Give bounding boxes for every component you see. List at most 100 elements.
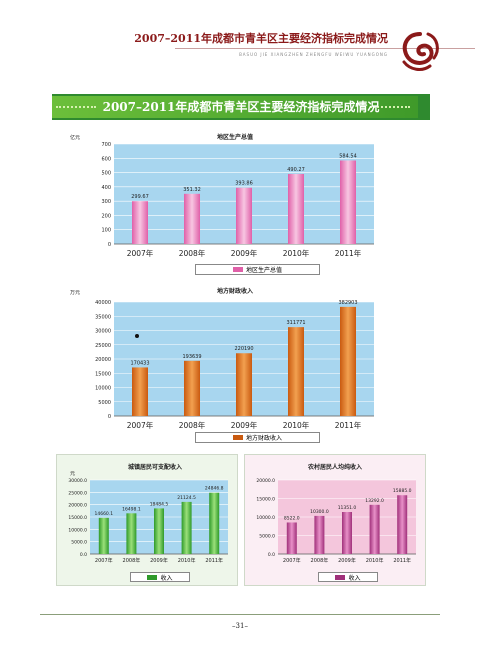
section-banner: 2007–2011年成都市青羊区主要经济指标完成情况: [52, 94, 430, 120]
y-tick-label: 20000: [95, 357, 111, 363]
y-tick-label: 10000: [95, 386, 111, 392]
x-tick-label: 2011年: [205, 557, 223, 564]
chart3-urban-income: 0.0 5000.0 10000.0 15000.0 20000.0 25000.0 300…: [68, 478, 228, 564]
header-subtitle: BASUO JIE XIANGZHEN ZHENGFU WEIWU YUANGO…: [239, 52, 388, 57]
y-tick-label: 400: [101, 185, 111, 191]
y-tick-label: 700: [101, 142, 111, 148]
chart2-fiscal: 0 5000 10000 15000 20000 25000 30000 35000 40000…: [95, 300, 374, 430]
data-label: 18484.5: [150, 501, 169, 507]
y-tick-label: 15000.0: [68, 515, 87, 521]
data-label: 584.54: [339, 153, 357, 159]
x-tick-label: 2011年: [335, 248, 362, 258]
bar: [209, 492, 220, 554]
y-tick-label: 40000: [95, 300, 111, 306]
chart2-legend-label: 地方财政收入: [245, 435, 282, 442]
bar: [184, 360, 200, 416]
x-tick-label: 2008年: [179, 248, 206, 258]
bar: [369, 504, 380, 554]
x-tick-label: 2011年: [335, 420, 362, 430]
chart2-unit: 万元: [70, 290, 81, 296]
x-tick-label: 2010年: [283, 248, 310, 258]
page-number: –31–: [232, 622, 248, 630]
chart3-legend-swatch: [147, 574, 158, 580]
y-tick-label: 20000.0: [256, 478, 275, 484]
banner-title: 2007–2011年成都市青羊区主要经济指标完成情况: [102, 100, 380, 114]
y-tick-label: 0.0: [80, 552, 87, 558]
bar: [184, 193, 200, 244]
x-tick-label: 2010年: [178, 557, 196, 564]
chart1-legend: 地区生产总值: [195, 264, 320, 275]
data-label: 220190: [234, 346, 253, 352]
y-tick-label: 25000: [95, 343, 111, 349]
bar: [286, 522, 297, 554]
x-tick-label: 2009年: [231, 248, 258, 258]
data-label: 490.27: [287, 167, 305, 173]
bar: [288, 173, 304, 244]
bar: [236, 353, 252, 416]
chart3-legend: 收入: [130, 572, 190, 582]
chart1-legend-label: 地区生产总值: [245, 267, 282, 274]
y-tick-label: 25000.0: [68, 490, 87, 496]
y-tick-label: 30000.0: [68, 478, 87, 484]
chart3-title: 城镇居民可支配收入: [127, 464, 182, 471]
y-tick-label: 5000: [98, 400, 111, 406]
bar: [340, 306, 356, 416]
y-tick-label: 600: [101, 156, 111, 162]
marker-dot: [135, 334, 139, 338]
chart2-title: 地方财政收入: [216, 288, 253, 295]
y-tick-label: 200: [101, 213, 111, 219]
data-label: 15885.0: [393, 488, 412, 494]
data-label: 193639: [182, 354, 201, 360]
y-tick-label: 5000.0: [71, 540, 87, 546]
x-tick-label: 2011年: [393, 557, 411, 564]
y-tick-label: 15000.0: [256, 497, 275, 503]
chart4-rural-income: 0.0 5000.0 10000.0 15000.0 20000.0 8522.0 2007…: [256, 478, 416, 564]
chart2-legend: 地方财政收入: [195, 432, 320, 443]
data-label: 21124.5: [177, 495, 196, 501]
y-tick-label: 0: [108, 414, 111, 420]
x-tick-label: 2007年: [127, 420, 154, 430]
x-tick-label: 2007年: [283, 557, 301, 564]
data-label: 14660.1: [94, 511, 113, 517]
bar: [132, 367, 148, 416]
y-tick-label: 5000.0: [259, 534, 275, 540]
x-tick-label: 2008年: [123, 557, 141, 564]
data-label: 299.67: [131, 194, 149, 200]
data-label: 382903: [338, 300, 357, 306]
bar: [126, 513, 137, 554]
data-label: 13292.0: [365, 498, 384, 504]
chart1-title: 地区生产总值: [216, 134, 253, 141]
y-tick-label: 10000.0: [256, 515, 275, 521]
x-tick-label: 2009年: [150, 557, 168, 564]
y-tick-label: 15000: [95, 371, 111, 377]
data-label: 351.32: [183, 187, 201, 193]
x-tick-label: 2009年: [338, 557, 356, 564]
y-tick-label: 0.0: [268, 552, 275, 558]
bar: [154, 508, 164, 554]
data-label: 10300.0: [310, 509, 329, 515]
banner-dots-right: [370, 106, 410, 108]
x-tick-label: 2009年: [231, 420, 258, 430]
chart4-title: 农村居民人均纯收入: [307, 464, 362, 471]
bar: [181, 501, 192, 554]
data-label: 16498.1: [122, 506, 141, 512]
chart1-unit: 亿元: [70, 135, 81, 141]
y-tick-label: 300: [101, 199, 111, 205]
data-label: 393.86: [235, 181, 253, 187]
bar: [397, 495, 408, 554]
data-label: 311771: [286, 320, 305, 326]
chart1-gdp: 0 100 200 300 400 500 600 700 299.67 2007年 351.32 2…: [101, 142, 374, 258]
chart4-legend-swatch: [335, 574, 346, 580]
chart1-legend-swatch: [232, 267, 243, 272]
y-tick-label: 35000: [95, 314, 111, 320]
y-tick-label: 0: [108, 242, 111, 248]
data-label: 11351.0: [338, 505, 357, 511]
x-tick-label: 2007年: [127, 248, 154, 258]
bar: [132, 201, 148, 244]
chart3-legend-label: 收入: [160, 574, 173, 582]
footer-divider: [40, 614, 440, 615]
data-label: 170433: [130, 360, 149, 366]
bar: [236, 187, 252, 244]
y-tick-label: 30000: [95, 329, 111, 335]
data-label: 24846.8: [205, 486, 224, 492]
